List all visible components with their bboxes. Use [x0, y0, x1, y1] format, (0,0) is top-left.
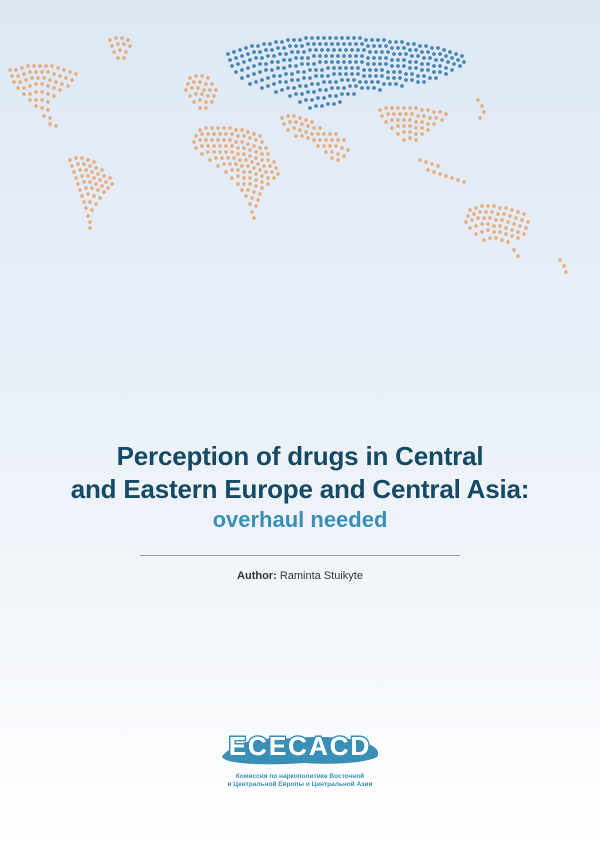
- report-subtitle: overhaul needed: [60, 507, 540, 533]
- publisher-logo: ECECACD ECECACD Комиссия по наркополитик…: [0, 725, 600, 789]
- title-block: Perception of drugs in Central and Easte…: [0, 440, 600, 582]
- logo-acronym: ECECACD: [215, 731, 385, 762]
- report-title: Perception of drugs in Central and Easte…: [60, 440, 540, 505]
- logo-tagline-line-1: Комиссия по наркополитике Восточной: [236, 773, 364, 780]
- title-line-2: and Eastern Europe and Central Asia:: [71, 474, 530, 504]
- title-line-1: Perception of drugs in Central: [117, 441, 484, 471]
- author-name: Raminta Stuikyte: [280, 570, 363, 582]
- author-label: Author:: [237, 570, 277, 582]
- logo-tagline-line-2: и Центральной Европы и Центральной Азии: [228, 781, 373, 788]
- author-line: Author: Raminta Stuikyte: [60, 570, 540, 582]
- logo-tagline: Комиссия по наркополитике Восточной и Це…: [228, 773, 373, 789]
- title-divider: [140, 555, 460, 556]
- logo-badge: ECECACD ECECACD: [215, 725, 385, 771]
- world-map-dotted: [0, 0, 600, 430]
